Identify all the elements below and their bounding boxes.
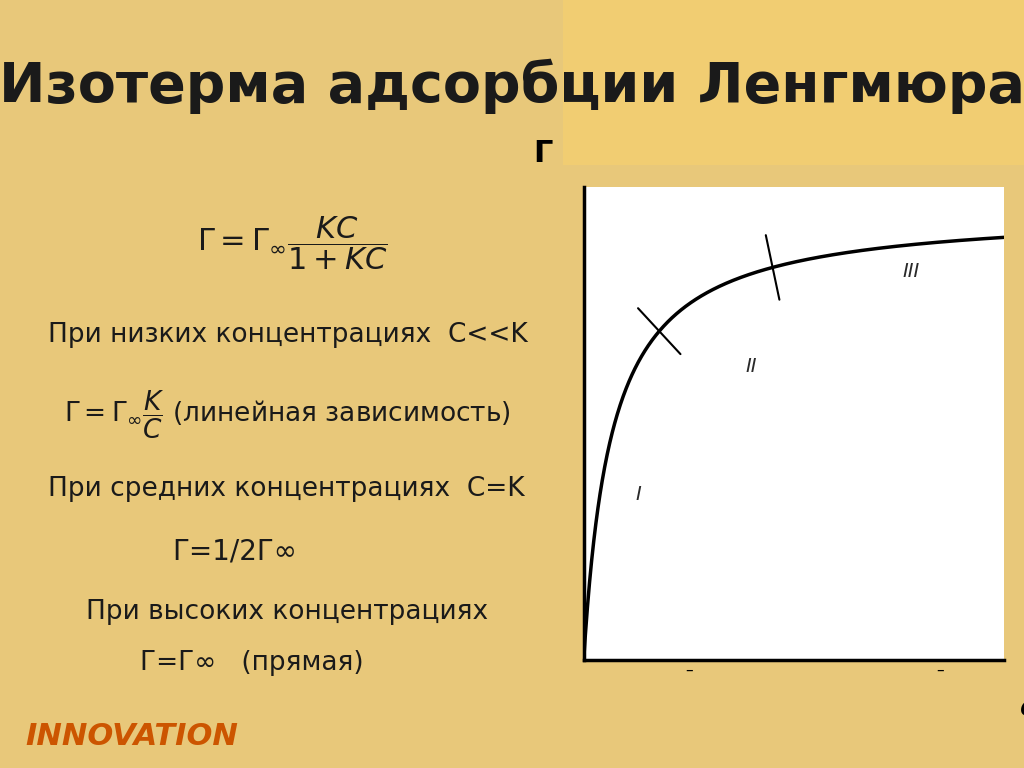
Text: $\Gamma = \Gamma_\infty \dfrac{KC}{1 + KC}$: $\Gamma = \Gamma_\infty \dfrac{KC}{1 + K… — [197, 215, 387, 273]
FancyBboxPatch shape — [563, 0, 1024, 165]
Text: II: II — [745, 357, 758, 376]
Text: c: c — [1020, 694, 1024, 722]
Text: При средних концентрациях  C=K: При средних концентрациях C=K — [47, 476, 524, 502]
Text: $\Gamma = \Gamma_\infty \dfrac{K}{C}$ (линейная зависимость): $\Gamma = \Gamma_\infty \dfrac{K}{C}$ (л… — [63, 389, 511, 441]
Text: Г: Г — [534, 139, 553, 167]
Text: Изотерма адсорбции Ленгмюра: Изотерма адсорбции Ленгмюра — [0, 58, 1024, 114]
Text: Г=Г∞   (прямая): Г=Г∞ (прямая) — [140, 650, 364, 676]
Text: INNOVATION: INNOVATION — [26, 722, 239, 751]
Text: При высоких концентрациях: При высоких концентрациях — [86, 599, 487, 625]
Text: При низких концентрациях  C<<K: При низких концентрациях C<<K — [47, 323, 527, 349]
Text: I: I — [635, 485, 641, 504]
Text: III: III — [902, 263, 920, 281]
Text: Г=1/2Г∞: Г=1/2Г∞ — [172, 538, 297, 565]
